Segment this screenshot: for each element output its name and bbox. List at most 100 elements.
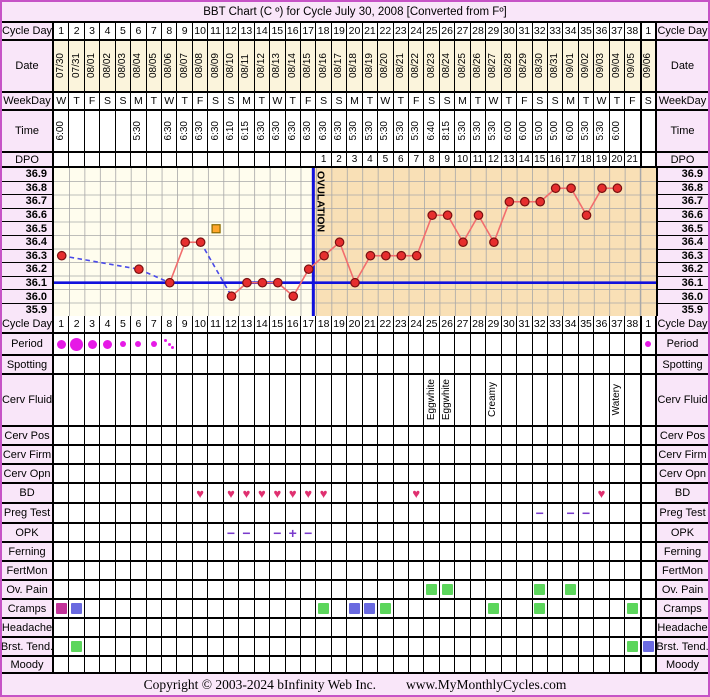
period-cell (394, 334, 410, 354)
moody-cell (363, 657, 379, 672)
discarded-temp-marker (211, 224, 221, 234)
date-cell: 08/23 (424, 41, 440, 91)
weekday-cell: T (579, 93, 595, 109)
ferning-cell (378, 543, 394, 560)
fertmon-cell (579, 562, 595, 579)
website-link[interactable]: www.MyMonthlyCycles.com (406, 676, 567, 692)
cycle-day-cell: 26 (440, 23, 456, 39)
time-cell: 6:30 (301, 111, 317, 151)
temp-line (570, 187, 588, 216)
period-cell (579, 334, 595, 354)
ov-pain-cell (563, 581, 579, 598)
ov-pain-cell (316, 581, 332, 598)
row-cramps: Cramps Cramps (2, 600, 708, 619)
ov-pain-square-green (426, 584, 438, 595)
row-headache: Headache Headache (2, 619, 708, 638)
dpo-cell (147, 153, 163, 166)
cycle-day-cell: 10 (193, 23, 209, 39)
bd-cell: ♥ (594, 484, 610, 502)
cerv-fluid-cell (471, 375, 487, 425)
fertmon-cell (394, 562, 410, 579)
cerv-fluid-cell (594, 375, 610, 425)
ferning-cell (394, 543, 410, 560)
preg-test-cell (162, 504, 178, 522)
time-value: 5:30 (132, 121, 144, 141)
date-cell: 08/17 (331, 41, 348, 91)
cycle-day2-cell: 21 (363, 316, 379, 332)
date-cell: 09/02 (578, 41, 595, 91)
cycle-day-cell: 7 (147, 23, 163, 39)
row-label-cerv-pos: Cerv Pos (656, 427, 708, 444)
dpo-cell: 18 (579, 153, 595, 166)
ov-pain-cell (548, 581, 564, 598)
cerv-opn-cell (193, 465, 209, 482)
ov-pain-cell (363, 581, 379, 598)
spotting-cell (625, 356, 641, 373)
time-cell: 6:00 (610, 111, 626, 151)
fertmon-cell (208, 562, 224, 579)
row-cerv-opn: Cerv Opn Cerv Opn (2, 465, 708, 484)
cycle-day-cell: 25 (424, 23, 440, 39)
period-cell (594, 334, 610, 354)
moody-cell (594, 657, 610, 672)
cerv-pos-cell (533, 427, 548, 444)
fertmon-cell (100, 562, 116, 579)
cycle-day2-cell: 5 (116, 316, 132, 332)
dpo-cell: 3 (347, 153, 363, 166)
preg-test-cell (239, 504, 255, 522)
date-value: 08/29 (518, 53, 530, 79)
time-value: 5:30 (595, 121, 607, 141)
cycle-day-cell: 36 (594, 23, 610, 39)
headache-cell (378, 619, 394, 636)
preg-test-cell (394, 504, 410, 522)
cerv-opn-cell (471, 465, 487, 482)
moody-cell (394, 657, 410, 672)
row-fertmon: FertMon FertMon (2, 562, 708, 581)
time-value: 6:00 (610, 121, 622, 141)
dpo-cell (85, 153, 101, 166)
spotting-cell (363, 356, 379, 373)
cycle-day-cell: 23 (394, 23, 410, 39)
cerv-firm-cell (286, 446, 301, 463)
cerv-fluid-cell (579, 375, 595, 425)
time-cell: 5:30 (409, 111, 425, 151)
ferning-cell (147, 543, 163, 560)
time-cell: 6:30 (270, 111, 286, 151)
cerv-fluid-cell: Eggwhite (440, 375, 456, 425)
cerv-fluid-cell (316, 375, 332, 425)
fertmon-cell (533, 562, 548, 579)
time-cell: 5:30 (455, 111, 471, 151)
ov-pain-cell (594, 581, 610, 598)
cerv-opn-cell (363, 465, 379, 482)
fertmon-cell (147, 562, 163, 579)
cerv-pos-cell (116, 427, 132, 444)
weekday-cell: W (486, 93, 502, 109)
fertmon-cell (440, 562, 456, 579)
cerv-fluid-cell (332, 375, 348, 425)
fertmon-cell (177, 562, 193, 579)
date-cell: 08/10 (223, 41, 240, 91)
spotting-cell (486, 356, 502, 373)
fertmon-cell (270, 562, 286, 579)
temp-line (446, 214, 464, 243)
time-value: 5:30 (410, 121, 422, 141)
headache-cell (625, 619, 641, 636)
opk-cell (440, 524, 456, 541)
weekday-cell: T (471, 93, 487, 109)
moody-cell (208, 657, 224, 672)
brst-tend-cell (177, 638, 193, 655)
cerv-pos-cell (640, 427, 656, 444)
ov-pain-cell (162, 581, 178, 598)
bd-heart-icon: ♥ (288, 485, 297, 501)
period-cell (517, 334, 533, 354)
time-value: 5:00 (533, 121, 545, 141)
preg-test-cell (270, 504, 286, 522)
cerv-opn-cell (85, 465, 101, 482)
row-label-cerv-firm: Cerv Firm (656, 446, 708, 463)
moody-cell (270, 657, 286, 672)
preg-test-negative-icon: − (566, 505, 575, 521)
dpo-cell (162, 153, 178, 166)
temp-line (415, 214, 433, 257)
brst-tend-cell (440, 638, 456, 655)
period-cell (486, 334, 502, 354)
